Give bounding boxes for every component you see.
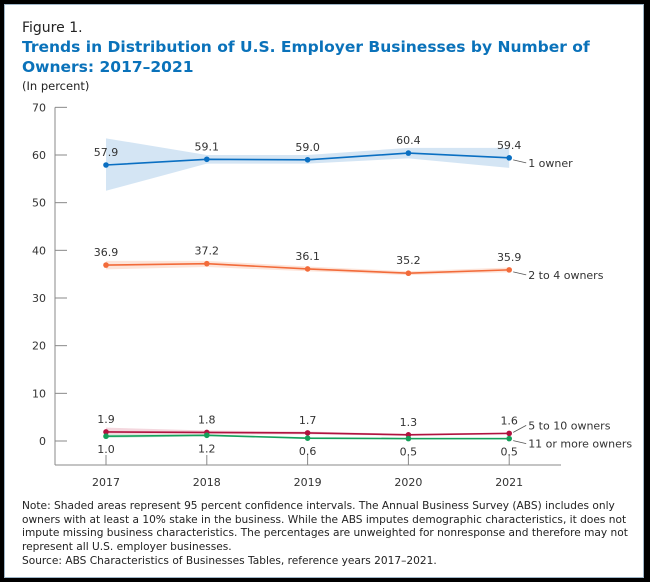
data-point: [506, 267, 512, 273]
y-tick-label: 20: [32, 340, 46, 353]
data-point: [405, 435, 412, 442]
data-label: 57.9: [94, 146, 119, 159]
data-point: [304, 435, 311, 441]
data-label: 1.6: [500, 414, 518, 427]
data-point: [405, 150, 412, 156]
data-label: 0.5: [500, 446, 518, 459]
data-label: 59.4: [497, 139, 522, 152]
data-point: [103, 262, 109, 268]
data-point: [204, 260, 210, 267]
y-tick-label: 0: [39, 435, 46, 448]
data-label: 1.0: [97, 443, 115, 456]
data-label: 35.9: [497, 251, 522, 264]
data-label: 59.1: [195, 140, 220, 153]
data-label: 35.2: [396, 254, 421, 267]
x-tick-label: 2019: [294, 476, 322, 489]
data-label: 1.3: [400, 416, 418, 429]
data-label: 37.2: [195, 245, 220, 258]
data-point: [506, 155, 512, 161]
data-point: [304, 156, 311, 163]
series-label: 1 owner: [528, 157, 573, 170]
data-label: 1.2: [198, 442, 216, 455]
data-point: [103, 433, 109, 440]
data-point: [304, 430, 311, 436]
series-label-leader: [513, 425, 527, 433]
chart-note: Note: Shaded areas represent 95 percent …: [22, 500, 628, 553]
data-point: [204, 156, 210, 163]
data-point: [405, 270, 412, 277]
x-tick-label: 2018: [193, 476, 221, 489]
figure-label: Figure 1.: [22, 20, 83, 36]
data-point: [506, 430, 512, 437]
chart-subtitle: (In percent): [22, 79, 90, 93]
data-point: [506, 435, 512, 442]
y-tick-label: 60: [32, 149, 46, 162]
series-label: 2 to 4 owners: [528, 269, 604, 282]
x-tick-label: 2021: [495, 476, 523, 489]
series-label-leader: [513, 159, 527, 164]
data-label: 1.8: [198, 413, 216, 426]
y-tick-label: 40: [32, 244, 46, 257]
data-label: 0.5: [400, 446, 418, 459]
y-tick-label: 10: [32, 387, 46, 400]
series-label: 11 or more owners: [528, 438, 632, 451]
data-label: 0.6: [299, 445, 317, 458]
y-tick-label: 30: [32, 292, 46, 305]
data-point: [204, 432, 210, 439]
series-label-leader: [513, 440, 527, 445]
series-label-leader: [513, 271, 527, 276]
data-label: 1.7: [299, 414, 317, 427]
data-label: 36.9: [94, 246, 119, 259]
data-label: 59.0: [295, 141, 320, 154]
data-label: 1.9: [97, 413, 115, 426]
x-tick-label: 2017: [92, 476, 120, 489]
data-label: 60.4: [396, 134, 421, 147]
data-label: 36.1: [295, 250, 320, 263]
chart-source: Source: ABS Characteristics of Businesse…: [22, 555, 437, 567]
figure-frame: [4, 4, 644, 578]
data-point: [103, 162, 109, 168]
y-tick-label: 70: [32, 101, 46, 114]
chart-title: Trends in Distribution of U.S. Employer …: [22, 38, 590, 76]
y-tick-label: 50: [32, 197, 46, 210]
data-point: [103, 429, 109, 435]
data-point: [304, 266, 311, 272]
x-tick-label: 2020: [394, 476, 422, 489]
series-label: 5 to 10 owners: [528, 419, 611, 432]
